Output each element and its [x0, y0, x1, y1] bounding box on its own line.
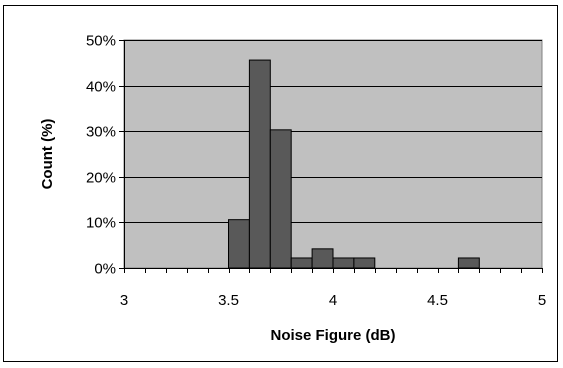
- y-tick-label: 30%: [86, 124, 116, 141]
- x-axis-title: Noise Figure (dB): [270, 327, 395, 344]
- y-tick-label: 10%: [86, 215, 116, 232]
- histogram-bar: [248, 59, 271, 269]
- x-tick-label: 4.5: [427, 292, 448, 309]
- gridlines: [124, 40, 542, 223]
- x-axis-ticks: 3 3.5 4 4.5 5: [120, 268, 546, 309]
- histogram-bar: [228, 219, 250, 269]
- x-tick-label: 3: [120, 292, 128, 309]
- histogram-bar: [311, 248, 334, 269]
- histogram-bar: [269, 129, 292, 269]
- histogram-bar: [457, 257, 480, 269]
- x-tick-label: 5: [538, 292, 546, 309]
- plot-area: [123, 39, 543, 269]
- histogram-bar: [290, 257, 313, 269]
- y-axis-title: Count (%): [39, 119, 56, 190]
- x-tick-label: 3.5: [218, 292, 239, 309]
- y-tick-label: 40%: [86, 79, 116, 96]
- y-tick-label: 0%: [94, 261, 116, 278]
- y-tick-label: 50%: [86, 33, 116, 50]
- y-tick-label: 20%: [86, 170, 116, 187]
- histogram-bar: [353, 257, 376, 269]
- histogram-bar: [332, 257, 355, 269]
- y-axis-ticks: 0% 10% 20% 30% 40% 50%: [86, 33, 124, 278]
- x-tick-label: 4: [329, 292, 337, 309]
